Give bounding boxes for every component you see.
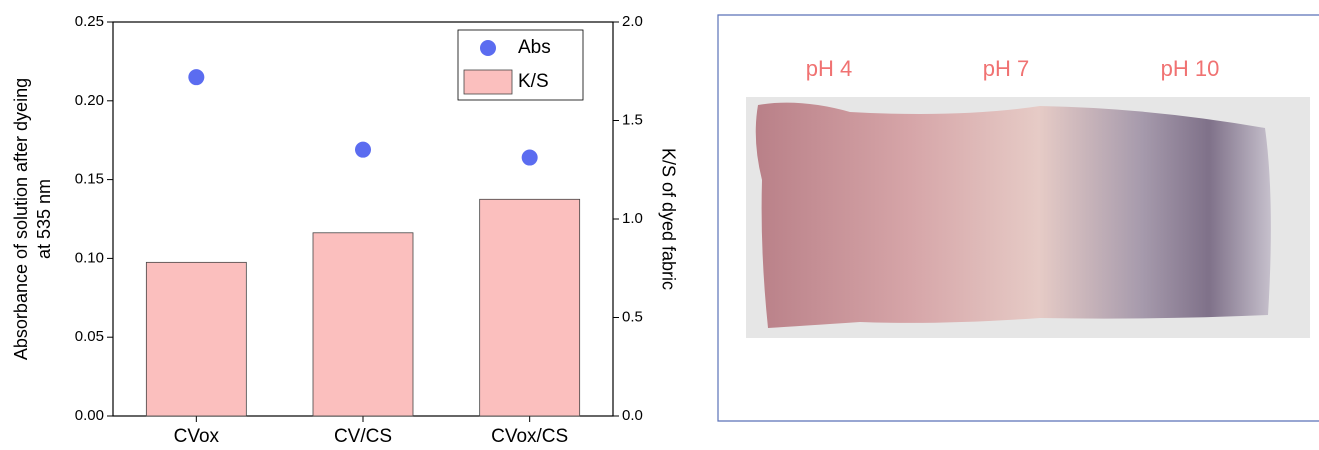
- x-tick-label: CVox: [174, 426, 220, 447]
- y-tick-label: 0.10: [75, 249, 104, 266]
- bar: [479, 198, 581, 417]
- y2-tick-label: 2.0: [622, 13, 643, 30]
- fabric: [755, 102, 1271, 329]
- legend-swatch: [463, 69, 513, 95]
- legend-label: Abs: [518, 37, 551, 58]
- point: [355, 141, 371, 158]
- y2-tick-label: 1.0: [622, 210, 643, 227]
- bar: [145, 261, 247, 417]
- y-tick-label: 0.25: [75, 13, 104, 30]
- y2-tick-label: 1.5: [622, 111, 643, 128]
- y-tick-label: 0.05: [75, 328, 104, 345]
- x-tick-label: CV/CS: [334, 426, 392, 447]
- legend-label: K/S: [518, 71, 549, 92]
- ph-label: pH 7: [983, 56, 1029, 81]
- y-tick-label: 0.00: [75, 407, 104, 424]
- y-tick-label: 0.20: [75, 92, 104, 109]
- panel-border: [717, 14, 1319, 422]
- ph-label: pH 10: [1161, 56, 1220, 81]
- y-tick-label: 0.15: [75, 171, 104, 188]
- point: [521, 149, 538, 166]
- y2-tick-label: 0.5: [622, 308, 643, 325]
- y-axis-label: Absorbance of solution after dyeing: [11, 78, 31, 360]
- x-tick-label: CVox/CS: [491, 426, 568, 447]
- y2-axis-label: K/S of dyed fabric: [658, 148, 678, 290]
- ph-label: pH 4: [806, 56, 852, 81]
- legend-swatch: [480, 40, 496, 56]
- y2-tick-label: 0.0: [622, 407, 643, 424]
- bar: [312, 232, 414, 417]
- point: [188, 69, 205, 86]
- y-axis-label: at 535 nm: [34, 179, 54, 259]
